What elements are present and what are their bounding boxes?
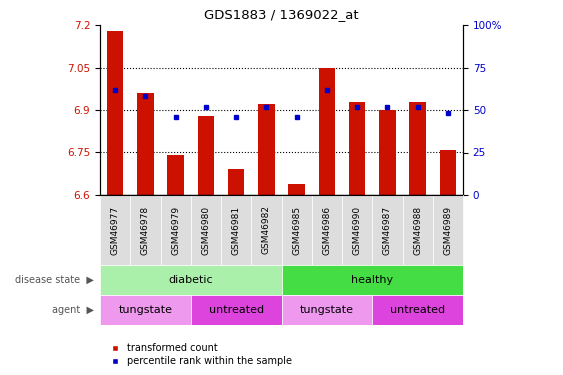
Bar <box>100 295 191 325</box>
Text: GSM46982: GSM46982 <box>262 206 271 255</box>
Bar <box>100 265 282 295</box>
Bar <box>167 155 184 195</box>
Text: GSM46977: GSM46977 <box>110 206 119 255</box>
Text: diabetic: diabetic <box>168 275 213 285</box>
Bar <box>160 195 191 265</box>
Bar <box>107 31 123 195</box>
Bar <box>403 195 433 265</box>
Bar <box>319 68 335 195</box>
Text: GSM46985: GSM46985 <box>292 206 301 255</box>
Text: untreated: untreated <box>208 305 263 315</box>
Text: GSM46988: GSM46988 <box>413 206 422 255</box>
Text: untreated: untreated <box>390 305 445 315</box>
Text: healthy: healthy <box>351 275 394 285</box>
Bar <box>433 195 463 265</box>
Text: disease state  ▶: disease state ▶ <box>16 275 95 285</box>
Bar <box>349 102 365 195</box>
Bar <box>372 295 463 325</box>
Bar <box>221 195 251 265</box>
Text: GSM46987: GSM46987 <box>383 206 392 255</box>
Text: GSM46989: GSM46989 <box>444 206 453 255</box>
Bar <box>198 116 214 195</box>
Bar <box>130 195 160 265</box>
Bar <box>440 150 456 195</box>
Bar <box>282 265 463 295</box>
Text: GSM46981: GSM46981 <box>231 206 240 255</box>
Title: GDS1883 / 1369022_at: GDS1883 / 1369022_at <box>204 8 359 21</box>
Text: agent  ▶: agent ▶ <box>52 305 95 315</box>
Text: GSM46980: GSM46980 <box>202 206 211 255</box>
Bar <box>228 170 244 195</box>
Bar <box>372 195 403 265</box>
Bar <box>342 195 372 265</box>
Text: GSM46979: GSM46979 <box>171 206 180 255</box>
Bar <box>137 93 154 195</box>
Bar <box>191 295 282 325</box>
Text: GSM46986: GSM46986 <box>323 206 332 255</box>
Bar <box>409 102 426 195</box>
Bar <box>191 195 221 265</box>
Text: GSM46990: GSM46990 <box>352 206 361 255</box>
Text: GSM46978: GSM46978 <box>141 206 150 255</box>
Legend: transformed count, percentile rank within the sample: transformed count, percentile rank withi… <box>105 344 292 366</box>
Text: tungstate: tungstate <box>300 305 354 315</box>
Bar <box>312 195 342 265</box>
Bar <box>251 195 282 265</box>
Bar <box>379 110 396 195</box>
Bar <box>282 195 312 265</box>
Text: tungstate: tungstate <box>118 305 172 315</box>
Bar <box>100 195 130 265</box>
Bar <box>288 184 305 195</box>
Bar <box>282 295 372 325</box>
Bar <box>258 104 275 195</box>
